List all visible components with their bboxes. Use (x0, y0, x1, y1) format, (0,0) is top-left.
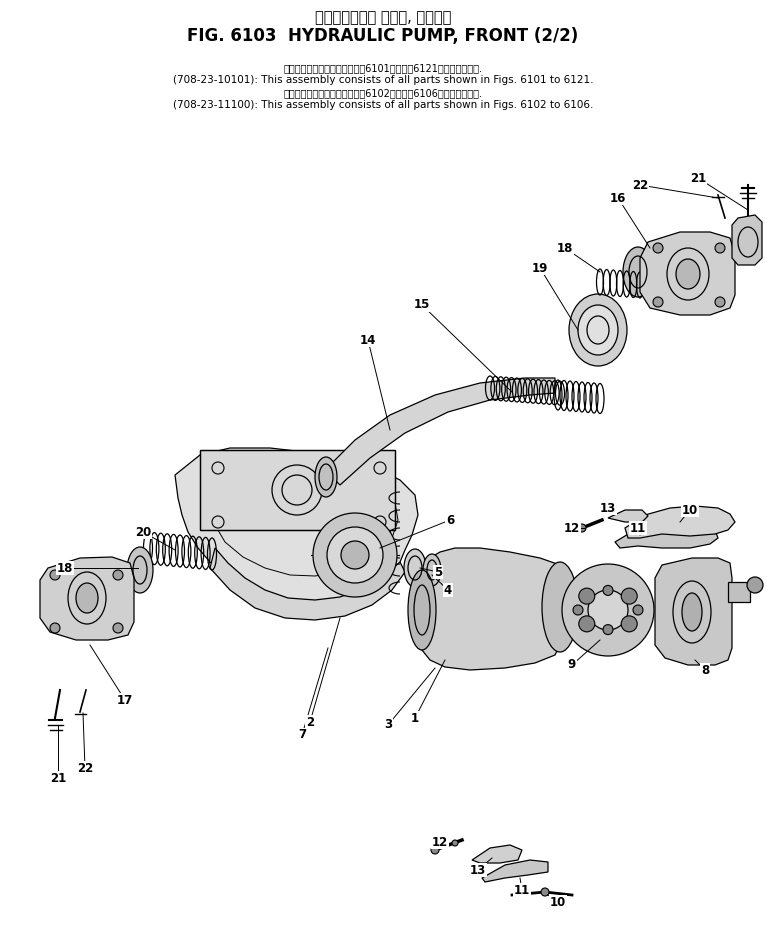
Text: 18: 18 (557, 241, 573, 254)
Text: 18: 18 (57, 562, 73, 574)
Circle shape (579, 588, 594, 605)
Text: 13: 13 (470, 864, 486, 877)
Circle shape (313, 513, 397, 597)
Circle shape (341, 541, 369, 569)
Text: 7: 7 (298, 729, 306, 741)
Circle shape (327, 527, 383, 583)
Circle shape (113, 570, 123, 580)
Circle shape (588, 590, 628, 630)
Text: 19: 19 (532, 262, 548, 274)
Text: このアセンブリの構成部品は第6101図から第6121図まで含みます.: このアセンブリの構成部品は第6101図から第6121図まで含みます. (284, 63, 482, 73)
Text: 10: 10 (682, 504, 698, 516)
Polygon shape (482, 860, 548, 882)
Text: 5: 5 (434, 566, 442, 579)
Text: 10: 10 (550, 896, 566, 908)
Text: 17: 17 (117, 694, 133, 706)
Ellipse shape (76, 583, 98, 613)
Text: ハイドロリック ポンプ, フロント: ハイドロリック ポンプ, フロント (314, 10, 451, 26)
Polygon shape (655, 558, 732, 665)
Circle shape (747, 577, 763, 593)
Ellipse shape (542, 562, 578, 652)
Polygon shape (472, 845, 522, 863)
Polygon shape (40, 557, 134, 640)
Text: 12: 12 (564, 522, 580, 534)
Circle shape (578, 524, 586, 532)
Text: 9: 9 (568, 659, 576, 672)
Bar (200, 450, 395, 530)
Circle shape (452, 840, 458, 846)
Circle shape (715, 243, 725, 253)
Text: 20: 20 (135, 526, 151, 538)
Text: 2: 2 (306, 716, 314, 729)
Text: 22: 22 (77, 761, 93, 774)
Circle shape (653, 243, 663, 253)
Circle shape (573, 605, 583, 615)
Polygon shape (732, 215, 762, 265)
Polygon shape (325, 378, 555, 485)
Polygon shape (640, 232, 735, 315)
Ellipse shape (578, 305, 618, 355)
Ellipse shape (682, 593, 702, 631)
Text: 14: 14 (360, 333, 376, 346)
Bar (200, 450, 395, 530)
Ellipse shape (315, 457, 337, 497)
Text: 12: 12 (432, 835, 448, 848)
Text: 13: 13 (600, 501, 616, 514)
Ellipse shape (127, 547, 153, 593)
Text: 21: 21 (690, 172, 706, 184)
Ellipse shape (623, 247, 653, 297)
Text: FIG. 6103  HYDRAULIC PUMP, FRONT (2/2): FIG. 6103 HYDRAULIC PUMP, FRONT (2/2) (187, 27, 578, 45)
Ellipse shape (408, 570, 436, 650)
Polygon shape (625, 506, 735, 538)
Circle shape (113, 623, 123, 633)
Text: 22: 22 (632, 178, 648, 192)
Text: このアセンブリの構成部品は第6102図から第6106図まで含みます.: このアセンブリの構成部品は第6102図から第6106図まで含みます. (284, 88, 482, 98)
Polygon shape (615, 522, 718, 548)
Polygon shape (175, 448, 418, 607)
Ellipse shape (569, 294, 627, 366)
Bar (728, 582, 750, 602)
Text: 1: 1 (411, 712, 419, 724)
Text: 6: 6 (446, 513, 454, 527)
Polygon shape (210, 548, 405, 620)
Circle shape (562, 564, 654, 656)
Ellipse shape (676, 259, 700, 289)
Circle shape (621, 588, 637, 605)
Text: 15: 15 (414, 299, 430, 311)
Circle shape (633, 605, 643, 615)
Polygon shape (422, 548, 560, 670)
Circle shape (431, 846, 439, 854)
Circle shape (603, 624, 613, 635)
Circle shape (715, 297, 725, 307)
Circle shape (603, 586, 613, 595)
Ellipse shape (404, 549, 426, 587)
Text: (708-23-10101): This assembly consists of all parts shown in Figs. 6101 to 6121.: (708-23-10101): This assembly consists o… (173, 75, 593, 85)
Text: 4: 4 (444, 584, 452, 597)
Text: (708-23-11100): This assembly consists of all parts shown in Figs. 6102 to 6106.: (708-23-11100): This assembly consists o… (173, 100, 593, 110)
Circle shape (579, 616, 594, 632)
Text: 16: 16 (610, 192, 626, 204)
Ellipse shape (423, 554, 441, 586)
Text: 21: 21 (50, 772, 66, 785)
Circle shape (50, 623, 60, 633)
Polygon shape (608, 510, 648, 522)
Circle shape (50, 570, 60, 580)
Text: 11: 11 (630, 522, 646, 534)
Text: 8: 8 (701, 663, 709, 677)
Circle shape (541, 888, 549, 896)
Text: 3: 3 (384, 718, 392, 732)
Circle shape (653, 297, 663, 307)
Text: 11: 11 (514, 884, 530, 897)
Circle shape (621, 616, 637, 632)
